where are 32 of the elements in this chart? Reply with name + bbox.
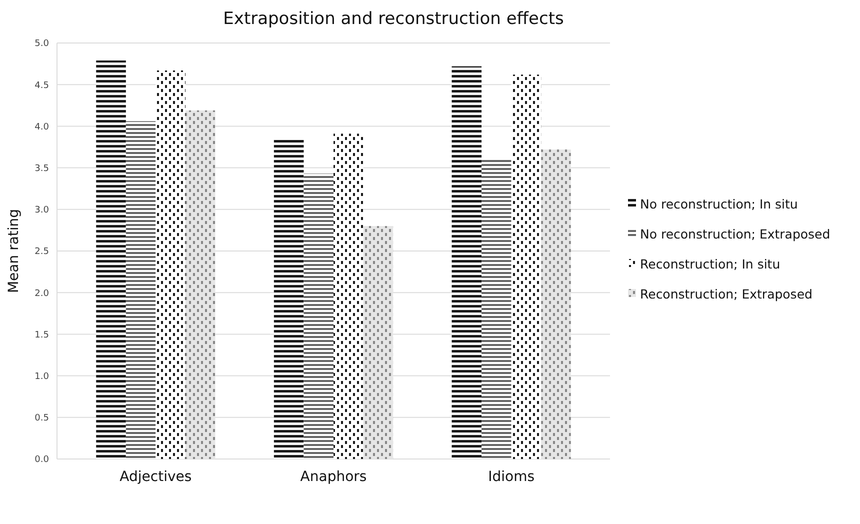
y-tick-label: 0.0 xyxy=(34,455,50,466)
bar xyxy=(156,70,186,459)
bar xyxy=(304,174,334,459)
bar xyxy=(482,158,512,459)
bar xyxy=(511,74,542,459)
legend-label: No reconstruction; In situ xyxy=(640,196,798,212)
bar xyxy=(452,66,482,459)
legend-label: No reconstruction; Extraposed xyxy=(640,226,830,242)
x-tick-label: Anaphors xyxy=(300,469,367,485)
y-tick-label: 5.0 xyxy=(34,39,50,50)
legend-label: Reconstruction; Extraposed xyxy=(640,286,812,302)
y-tick-label: 2.5 xyxy=(34,247,49,258)
x-tick-label: Idioms xyxy=(488,469,535,485)
bar xyxy=(334,134,364,459)
y-tick-label: 3.0 xyxy=(34,206,50,216)
y-axis-title: Mean rating xyxy=(6,208,22,294)
y-tick-label: 4.5 xyxy=(34,80,49,91)
bar xyxy=(363,226,394,459)
chart-title: Extraposition and reconstruction effects xyxy=(223,9,564,29)
bar xyxy=(96,60,126,459)
y-tick-label: 1.5 xyxy=(34,330,49,340)
x-tick-label: Adjectives xyxy=(120,469,192,485)
bar xyxy=(126,121,156,459)
y-tick-label: 2.0 xyxy=(34,288,50,299)
legend-label: Reconstruction; In situ xyxy=(640,256,780,272)
bar xyxy=(185,110,216,459)
y-tick-label: 1.0 xyxy=(34,372,50,382)
bar xyxy=(274,138,304,459)
y-tick-label: 0.5 xyxy=(34,414,49,424)
y-tick-label: 4.0 xyxy=(34,122,50,132)
bar xyxy=(541,149,571,459)
y-tick-label: 3.5 xyxy=(34,164,49,174)
